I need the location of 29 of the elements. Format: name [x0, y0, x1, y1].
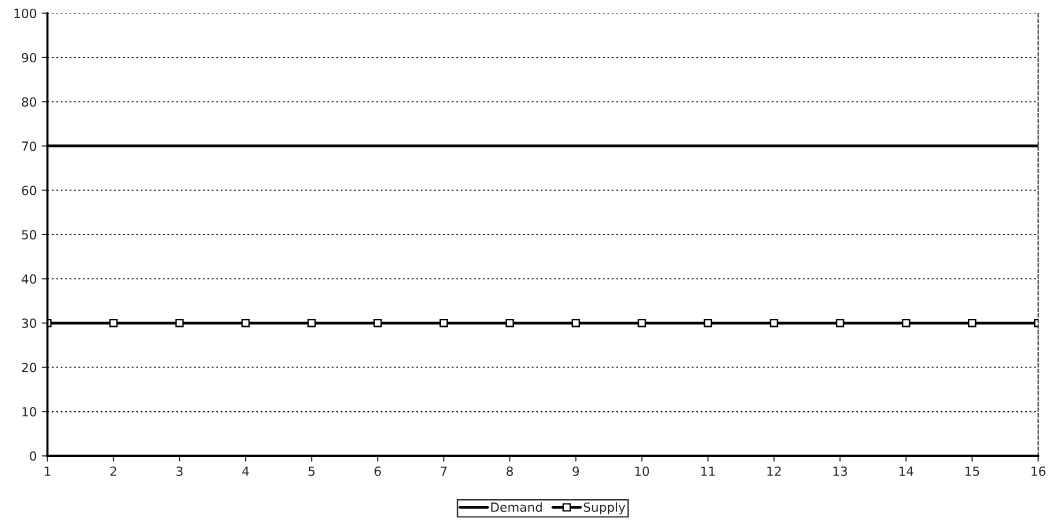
- x-tick-label: 14: [899, 466, 914, 476]
- x-tick-label: 8: [506, 466, 513, 476]
- x-tick-label: 11: [701, 466, 715, 476]
- x-tick-label: 16: [1031, 466, 1046, 476]
- y-tick-label: 20: [22, 362, 37, 373]
- legend-label: Supply: [583, 502, 626, 515]
- y-tick-label: 90: [21, 52, 37, 63]
- legend-label: Demand: [491, 502, 542, 512]
- x-tick-label: 9: [572, 466, 579, 476]
- y-tick-label: 30: [22, 318, 37, 328]
- x-tick-label: 5: [308, 466, 315, 476]
- x-tick-label: 13: [833, 466, 847, 476]
- x-tick-label: 4: [242, 466, 249, 476]
- y-tick-label: 0: [29, 451, 37, 461]
- x-tick-label: 6: [374, 466, 381, 476]
- x-tick-label: 15: [965, 466, 979, 476]
- y-tick-label: 10: [22, 407, 37, 417]
- x-tick-label: 3: [176, 466, 183, 476]
- x-tick-label: 7: [440, 466, 447, 476]
- y-tick-label: 70: [22, 141, 37, 151]
- x-tick-label: 12: [767, 466, 781, 476]
- x-tick-label: 10: [635, 466, 650, 476]
- y-tick-label: 100: [14, 8, 37, 19]
- x-tick-label: 2: [110, 466, 117, 476]
- x-tick-label: 1: [44, 466, 51, 476]
- y-tick-label: 80: [21, 97, 37, 107]
- y-tick-label: 60: [21, 185, 37, 196]
- y-tick-label: 40: [21, 274, 37, 284]
- y-tick-label: 50: [22, 229, 37, 240]
